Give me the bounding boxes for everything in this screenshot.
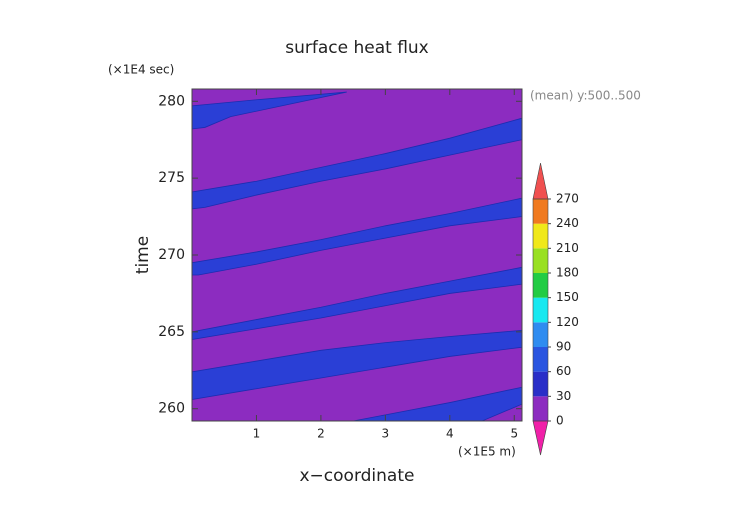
x-axis-label: x−coordinate <box>300 466 415 486</box>
colorbar-label: 0 <box>556 414 564 428</box>
colorbar-swatch <box>533 322 548 347</box>
colorbar-label: 180 <box>556 266 579 280</box>
colorbar-label: 240 <box>556 216 579 230</box>
colorbar-over <box>532 162 549 200</box>
y-tick-label: 260 <box>158 401 185 417</box>
x-unit: (×1E5 m) <box>458 445 516 459</box>
x-tick-label: 5 <box>510 427 518 441</box>
colorbar-frame <box>532 198 549 422</box>
y-axis-label: time <box>133 236 153 274</box>
colorbar-swatch <box>533 297 548 323</box>
y-tick-label: 275 <box>158 170 185 186</box>
y-tick-label: 280 <box>158 93 185 109</box>
x-tick-label: 1 <box>253 427 261 441</box>
colorbar-label: 60 <box>556 364 571 378</box>
colorbar-label: 150 <box>556 290 579 304</box>
colorbar-swatch <box>533 347 548 372</box>
contour-region <box>191 91 347 130</box>
colorbar-swatch <box>533 223 548 249</box>
y-unit: (×1E4 sec) <box>108 63 174 77</box>
colorbar-label: 30 <box>556 389 571 403</box>
x-tick-label: 2 <box>317 427 325 441</box>
colorbar-swatch <box>533 273 548 298</box>
y-tick-label: 265 <box>158 324 185 340</box>
colorbar-swatch <box>533 371 548 397</box>
colorbar-label: 210 <box>556 241 579 255</box>
y-tick-label: 270 <box>158 247 185 263</box>
x-tick-label: 3 <box>382 427 390 441</box>
colorbar-label: 120 <box>556 315 579 329</box>
chart-title: surface heat flux <box>285 38 429 58</box>
colorbar-swatch <box>533 396 548 421</box>
x-tick-label: 4 <box>446 427 454 441</box>
colorbar-swatch <box>533 248 548 273</box>
colorbar-swatch <box>533 199 548 224</box>
colorbar-label: 90 <box>556 340 571 354</box>
subtitle: (mean) y:500..500 <box>530 89 641 103</box>
colorbar-label: 270 <box>556 192 579 206</box>
colorbar-under <box>532 420 549 456</box>
